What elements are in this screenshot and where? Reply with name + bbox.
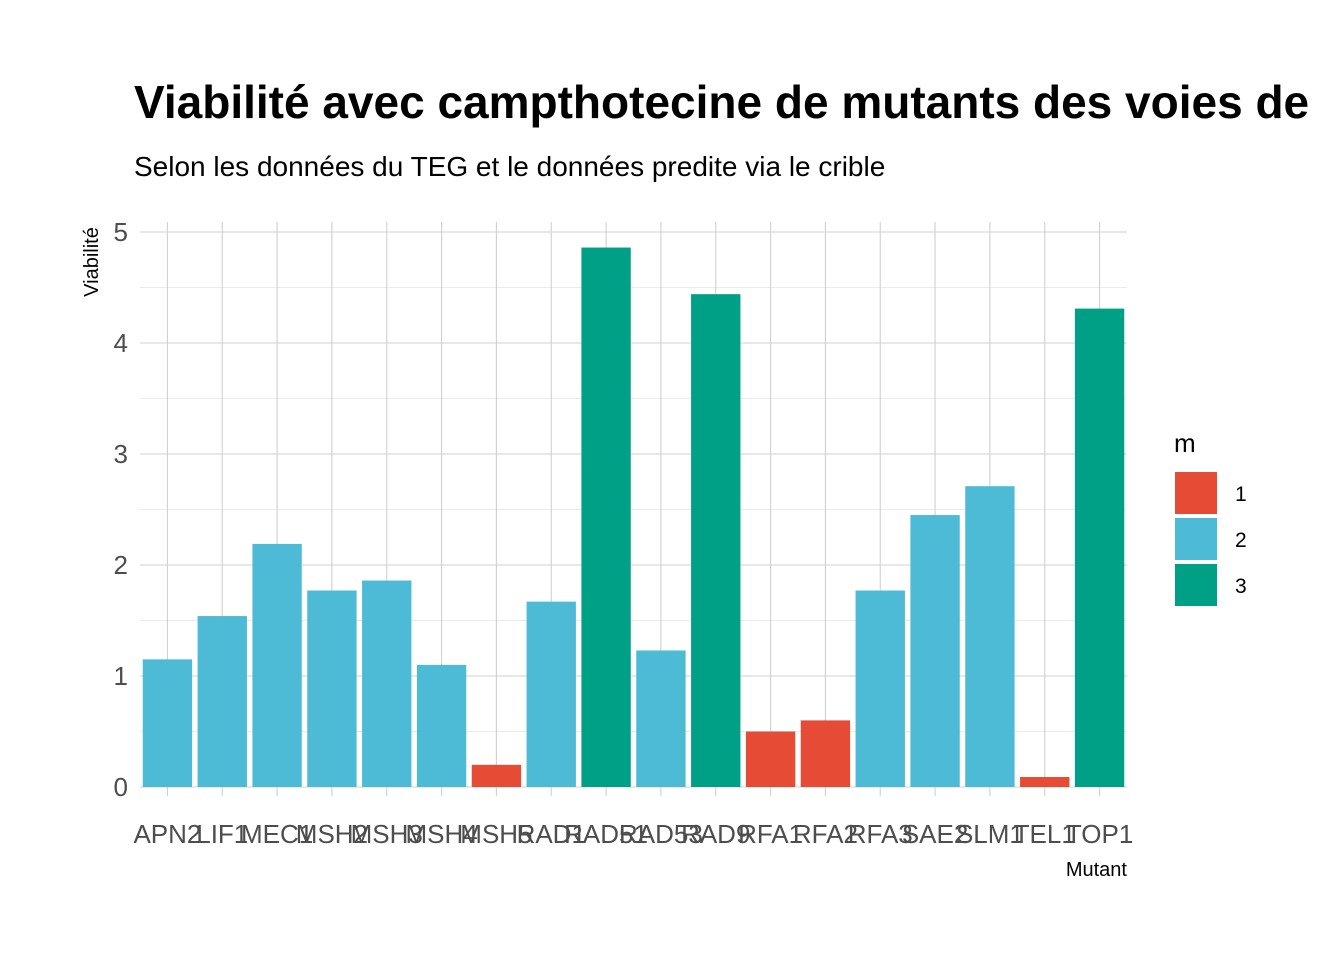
legend-key-1	[1175, 472, 1217, 514]
bar-sae2	[910, 515, 960, 787]
legend: m 1 2 3	[1174, 428, 1247, 606]
x-tick-label: MSH4	[405, 819, 477, 849]
x-tick-label: RFA3	[848, 819, 913, 849]
bar-tel1	[1020, 777, 1070, 787]
bar-mec1	[252, 543, 302, 787]
legend-key-3	[1175, 564, 1217, 606]
y-axis-ticks: 0 1 2 3 4 5	[114, 217, 128, 802]
x-tick-label: MSH3	[351, 819, 423, 849]
x-tick-label: RAD9	[681, 819, 750, 849]
bar-rfa3	[855, 590, 905, 787]
bar-rfa2	[800, 720, 851, 787]
y-tick-label: 2	[114, 550, 128, 580]
y-tick-label: 5	[114, 217, 128, 247]
bar-apn2	[142, 659, 193, 787]
bar-rad53	[636, 650, 686, 787]
bar-rad1	[526, 601, 576, 787]
x-tick-label: TOP1	[1066, 819, 1133, 849]
x-tick-label: SLM1	[956, 819, 1024, 849]
x-axis-ticks: APN2LIF1MEC1MSH2MSH3MSH4MSH5RAD1RAD51RAD…	[133, 819, 1133, 849]
y-tick-label: 3	[114, 439, 128, 469]
bar-rad9	[691, 294, 741, 787]
y-tick-label: 1	[114, 661, 128, 691]
chart-subtitle: Selon les données du TEG et le données p…	[134, 151, 885, 182]
x-tick-label: SAE2	[902, 819, 969, 849]
y-axis-title: Viabilité	[81, 227, 103, 297]
bar-slm1	[965, 486, 1015, 787]
bar-top1	[1074, 308, 1125, 787]
x-tick-label: RAD1	[517, 819, 586, 849]
x-tick-label: RFA1	[738, 819, 803, 849]
x-tick-label: MSH5	[460, 819, 532, 849]
bar-msh2	[307, 590, 357, 787]
legend-label: 2	[1235, 529, 1247, 552]
x-tick-label: LIF1	[196, 819, 248, 849]
x-tick-label: RFA2	[793, 819, 858, 849]
legend-key-2	[1175, 518, 1217, 560]
legend-label: 3	[1235, 575, 1247, 598]
bars-group	[142, 247, 1125, 788]
bar-rfa1	[745, 731, 796, 787]
x-tick-label: RAD51	[564, 819, 648, 849]
y-tick-label: 0	[114, 772, 128, 802]
bar-msh3	[362, 580, 412, 787]
y-tick-label: 4	[114, 328, 128, 358]
x-tick-label: MEC1	[241, 819, 313, 849]
x-tick-label: MSH2	[296, 819, 368, 849]
bar-msh5	[471, 764, 522, 787]
bar-lif1	[197, 616, 247, 787]
chart-title: Viabilité avec campthotecine de mutants …	[134, 76, 1309, 128]
bar-msh4	[416, 664, 467, 787]
bar-rad51	[581, 247, 631, 788]
x-axis-title: Mutant	[1066, 859, 1128, 881]
x-tick-label: RAD53	[619, 819, 703, 849]
legend-label: 1	[1235, 483, 1247, 506]
x-tick-label: APN2	[133, 819, 201, 849]
legend-title: m	[1174, 428, 1196, 458]
x-tick-label: TEL1	[1014, 819, 1076, 849]
